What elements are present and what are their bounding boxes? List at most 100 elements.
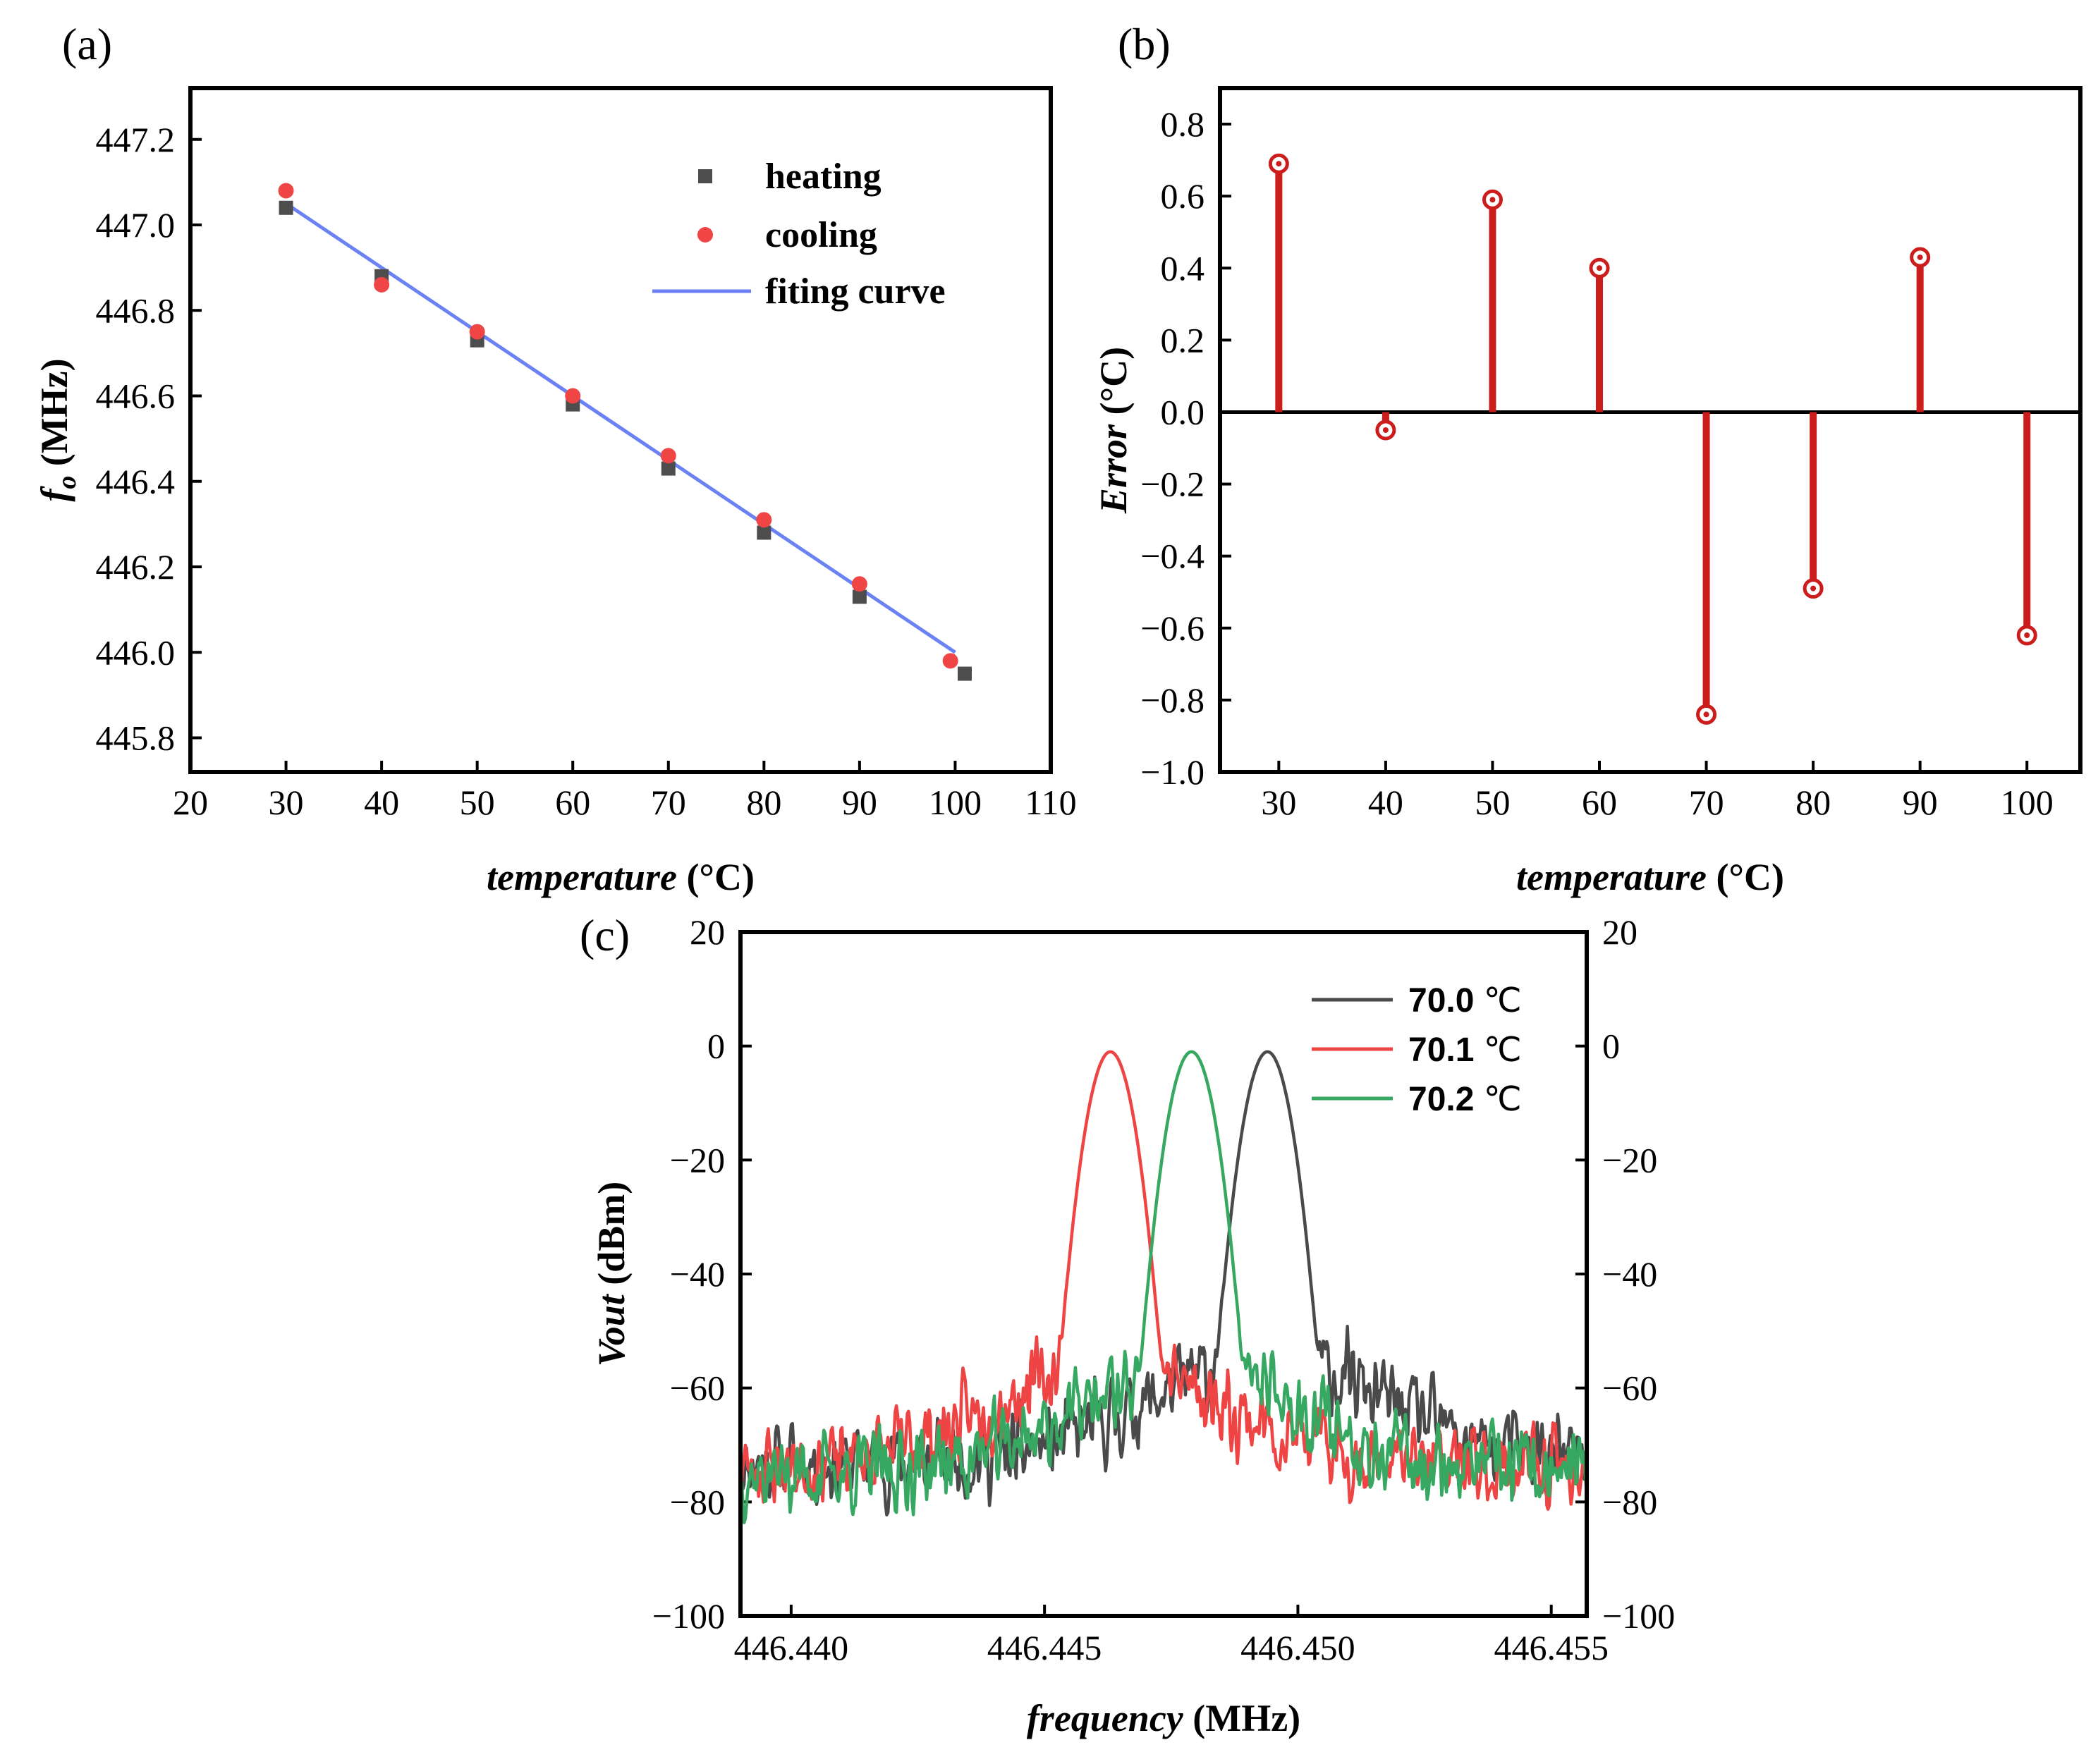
x-axis-label-rest: (°C) — [677, 856, 755, 898]
cooling-point — [565, 388, 581, 404]
x-tick-label: 110 — [1025, 783, 1076, 822]
x-tick-label: 60 — [555, 783, 590, 822]
legend-unit: ℃ — [1474, 1081, 1521, 1118]
cooling-point — [942, 653, 958, 669]
x-tick-label: 446.455 — [1494, 1628, 1609, 1667]
stem-marker-dot — [1489, 197, 1496, 203]
y-tick-label-left: 0 — [707, 1027, 725, 1066]
panel-a-chart: 20 30 40 50 60 70 80 90 100 110 445.8 446.0 446.2 446… — [33, 86, 1077, 898]
stem-marker-dot — [1597, 265, 1603, 271]
plot-frame — [1218, 86, 2082, 774]
x-axis-label: temperature (°C) — [487, 856, 755, 898]
heating-point — [852, 589, 867, 604]
heating-point — [279, 200, 293, 215]
stem-marker-dot — [2024, 632, 2030, 638]
y-tick-label: −1.0 — [1140, 752, 1204, 792]
legend-value: 70.2 — [1408, 1081, 1474, 1118]
y-tick-label: 0.8 — [1161, 104, 1205, 144]
y-axis-label-sub: o — [52, 476, 82, 489]
y-tick-label-left: −80 — [670, 1482, 725, 1521]
y-tick-label-right: −100 — [1602, 1596, 1675, 1636]
y-tick-label-right: −20 — [1602, 1140, 1657, 1180]
y-tick-label: −0.2 — [1140, 465, 1204, 504]
y-tick-label-right: −40 — [1602, 1254, 1657, 1294]
y-tick-label: 0.2 — [1161, 320, 1205, 360]
y-axis-label: Error (°C) — [1092, 347, 1135, 514]
x-tick-label: 70 — [651, 783, 686, 822]
y-axis-label: Vout (dBm) — [590, 1182, 633, 1367]
y-tick-label: 446.2 — [96, 547, 176, 587]
legend-label-70.0: 70.0 ℃ — [1408, 982, 1522, 1019]
x-tick-label: 90 — [1903, 783, 1938, 822]
x-tick-label: 446.440 — [734, 1628, 849, 1667]
x-tick-label: 70 — [1689, 783, 1724, 822]
x-tick-label: 30 — [269, 783, 304, 822]
legend-unit: ℃ — [1474, 1031, 1521, 1069]
y-tick-label: 447.0 — [96, 205, 176, 245]
stem-marker-dot — [1810, 585, 1817, 592]
panel-c-tag: (c) — [580, 910, 630, 960]
legend-cooling-label: cooling — [765, 215, 877, 255]
y-tick-label-left: −40 — [670, 1254, 725, 1294]
panel-a-tag: (a) — [62, 19, 112, 69]
y-tick-label: 447.2 — [96, 120, 176, 159]
heating-point — [661, 461, 676, 476]
x-tick-label: 40 — [364, 783, 399, 822]
y-axis-label: fo (MHz) — [33, 358, 82, 501]
series-line-70.2 — [740, 1050, 1587, 1524]
legend-unit: ℃ — [1474, 982, 1521, 1019]
y-tick-label: 0.4 — [1161, 248, 1205, 288]
cooling-point — [374, 276, 390, 293]
panel-c-chart: 446.440 446.445 446.450 446.455−100 −100−80−… — [590, 912, 1675, 1739]
heating-point — [958, 666, 972, 681]
x-tick-label: 446.450 — [1240, 1628, 1355, 1667]
y-axis-label-rest: (MHz) — [33, 358, 75, 475]
series-line-70.1 — [740, 1050, 1587, 1511]
x-axis-label-italic: temperature — [487, 856, 677, 898]
y-axis-label-italic: f — [33, 486, 75, 502]
y-tick-label-left: 20 — [690, 912, 725, 952]
x-tick-label: 80 — [746, 783, 781, 822]
plot-area — [740, 1050, 1587, 1524]
y-tick-label: 446.8 — [96, 290, 176, 330]
legend-label-70.2: 70.2 ℃ — [1408, 1081, 1522, 1118]
y-tick-label-left: −100 — [652, 1596, 725, 1636]
x-tick-label: 446.445 — [987, 1628, 1102, 1667]
y-tick-label: 446.0 — [96, 632, 176, 672]
legend-cooling-marker — [697, 227, 713, 243]
stem-marker-dot — [1703, 711, 1709, 718]
y-tick-label-right: 20 — [1602, 912, 1637, 952]
x-axis-label-italic: frequency — [1027, 1697, 1184, 1739]
legend-value: 70.0 — [1408, 982, 1474, 1019]
y-axis-label-rest: (°C) — [1092, 347, 1135, 424]
y-tick-label: −0.4 — [1140, 537, 1204, 576]
y-tick-label: 446.4 — [96, 462, 176, 501]
x-axis-label: frequency (MHz) — [1027, 1697, 1300, 1739]
x-axis-label-rest: (°C) — [1707, 856, 1784, 898]
panel-b-tag: (b) — [1118, 19, 1171, 69]
y-axis-label-italic: Vout — [590, 1293, 633, 1366]
y-tick-label-left: −60 — [670, 1368, 725, 1408]
y-tick-label: 0.6 — [1161, 176, 1205, 216]
stem-marker-dot — [1382, 427, 1389, 433]
panel-b-chart: 30 40 50 60 70 80 90 100 −1.0 −0.8 −0.6 −0.4 −0.2 0.0… — [1092, 86, 2082, 898]
stem-marker-dot — [1917, 254, 1923, 260]
heating-point — [757, 525, 771, 540]
x-axis-label-italic: temperature — [1516, 856, 1707, 898]
y-axis-label-italic: Error — [1092, 424, 1135, 514]
x-tick-label: 100 — [929, 783, 982, 822]
y-tick-label-left: −20 — [670, 1140, 725, 1180]
y-tick-label: 445.8 — [96, 718, 176, 758]
x-tick-label: 20 — [173, 783, 208, 822]
legend-heating-label: heating — [765, 157, 882, 197]
x-tick-label: 90 — [842, 783, 877, 822]
y-tick-label: 0.0 — [1161, 392, 1205, 431]
x-tick-label: 60 — [1582, 783, 1617, 822]
y-tick-label: −0.8 — [1140, 680, 1204, 720]
y-tick-label-right: −80 — [1602, 1482, 1657, 1521]
plot-frame — [738, 930, 1589, 1618]
x-tick-label: 100 — [2001, 783, 2054, 822]
plot-frame — [188, 86, 1053, 774]
y-tick-label: 446.6 — [96, 376, 176, 416]
